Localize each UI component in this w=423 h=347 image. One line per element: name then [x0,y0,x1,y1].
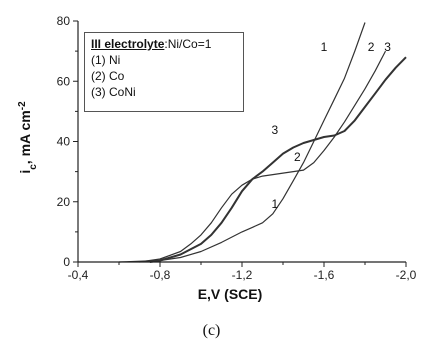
x-tick-label: -0,8 [150,268,171,282]
x-axis-title: E,V (SCE) [198,286,263,302]
series-end-label-1: 1 [321,40,328,54]
series-line-2 [139,50,387,263]
legend: III electrolyte:Ni/Co=1 (1) Ni (2) Co (3… [84,32,244,112]
x-tick-label: -1,6 [314,268,335,282]
legend-entry-3: (3) CoNi [91,85,136,99]
series-label-2: 2 [294,150,301,164]
legend-entry-1: (1) Ni [91,53,121,67]
y-tick-label: 20 [57,195,71,209]
y-axis-title-sup: -2 [17,101,28,110]
y-axis-title-rest: , mA cm [17,110,33,164]
y-tick-label: 80 [57,14,71,28]
series-end-label-2: 2 [368,40,375,54]
legend-title-rest: :Ni/Co=1 [164,37,212,51]
y-axis-title-sub: c [28,164,39,170]
series-line-3 [149,56,407,263]
series-label-3: 3 [271,123,278,137]
y-tick-label: 0 [63,255,70,269]
x-tick-label: -0,4 [68,268,89,282]
legend-title-bold: III electrolyte [91,37,165,51]
series-label-1: 1 [271,197,278,211]
axes: -0,4 -0,8 -1,2 -1,6 -2,0 0 20 40 60 80 E,V (SCE) ic… [17,14,417,302]
y-axis-title: ic, mA cm-2 [17,101,39,174]
series-layer [118,22,407,263]
y-axis-title-main: i [17,170,33,174]
y-tick-label: 60 [57,74,71,88]
x-tick-label: -2,0 [396,268,417,282]
series-end-label-3: 3 [384,40,391,54]
y-tick-label: 40 [57,135,71,149]
legend-entry-2: (2) Co [91,69,125,83]
legend-title: III electrolyte:Ni/Co=1 [91,36,237,52]
series-line-1 [118,22,366,263]
figure-caption: (c) [202,322,221,339]
x-tick-label: -1,2 [232,268,253,282]
